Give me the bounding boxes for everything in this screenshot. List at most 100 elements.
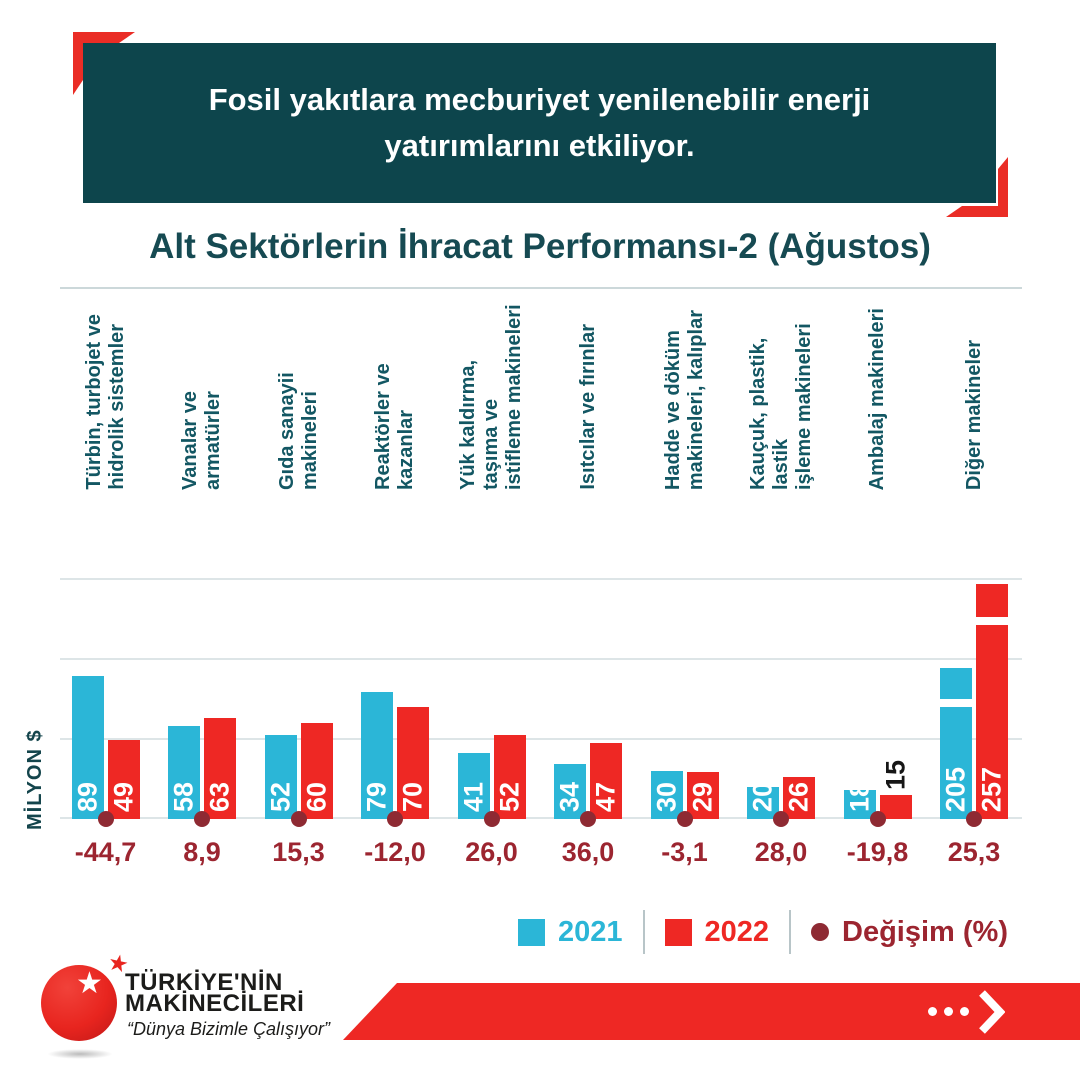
dot-icon <box>960 1007 969 1016</box>
change-value: 8,9 <box>183 837 221 867</box>
legend-label-2022: 2022 <box>704 915 770 948</box>
legend-separator <box>642 910 645 954</box>
bar-2022-3: 60 <box>300 723 333 819</box>
change-value: 25,3 <box>947 837 1001 867</box>
category-label: Diğer makineler <box>962 339 985 490</box>
logo-shadow <box>47 1049 113 1059</box>
bar-value-label: 41 <box>458 781 488 812</box>
legend-separator <box>789 910 792 954</box>
bar-2021-4: 79 <box>361 692 393 819</box>
change-dot <box>483 811 500 827</box>
bar-2021-7: 30 <box>650 771 683 819</box>
gridline-150 <box>60 578 1022 580</box>
change-dot <box>580 811 596 827</box>
bar-2021-6: 34 <box>554 764 586 819</box>
bar-value-label: 49 <box>108 781 138 812</box>
category-label: Türbin, turbojet ve hidrolik sistemler <box>82 314 128 490</box>
legend-label-change: Değişim (%) <box>842 915 1008 948</box>
header-banner-text: Fosil yakıtlara mecburiyet yenilenebilir… <box>208 81 871 164</box>
change-dot <box>869 811 886 827</box>
category-label: Ambalaj makineleri <box>866 307 888 490</box>
gridline-100 <box>60 658 1022 660</box>
bar-value-label: 52 <box>265 781 295 812</box>
chart-title: Alt Sektörlerin İhracat Performansı-2 (A… <box>149 227 931 266</box>
bar-value-label: 26 <box>783 781 814 812</box>
change-value: -19,8 <box>846 837 909 867</box>
brand-name: TÜRKİYE'NİN MAKİNECİLERİ <box>125 971 305 1017</box>
star-icon: ★ <box>76 967 103 1000</box>
bar-2022-4: 70 <box>397 707 429 819</box>
change-dot <box>194 811 210 827</box>
brand-slogan: “Dünya Bizimle Çalışıyor” <box>127 1019 331 1039</box>
bar-value-label: 15 <box>880 759 910 790</box>
category-label: Reaktörler ve kazanlar <box>372 363 417 490</box>
bar-value-label: 29 <box>687 781 717 812</box>
bar-2021-1: 89 <box>71 676 104 819</box>
bar-2022-1: 49 <box>107 740 140 819</box>
gridline-0-baseline <box>60 817 1022 819</box>
brand-logo: ★ ★ TÜRKİYE'NİN MAKİNECİLERİ “Dünya Bizi… <box>40 945 340 1070</box>
change-dot <box>676 811 693 827</box>
change-value: 36,0 <box>561 837 615 867</box>
category-label: Isıtcılar ve fırınlar <box>576 324 599 490</box>
bar-2021-10: 205 <box>939 668 973 819</box>
bar-2022-6: 47 <box>590 743 622 819</box>
change-value: -12,0 <box>364 837 426 867</box>
legend-item-2021: 2021 <box>517 915 623 949</box>
y-axis-label: MİLYON $ <box>24 729 46 830</box>
legend-swatch-change-dot <box>811 923 830 941</box>
footer-banner <box>343 983 1080 1040</box>
bar-value-label: 20 <box>747 781 778 812</box>
plot-area: 89 58 52 79 41 34 30 20 18 205 49 63 60 70 52 47 29 26 15 2… <box>60 578 1022 827</box>
dot-icon <box>928 1007 937 1016</box>
legend-label-2021: 2021 <box>557 915 623 948</box>
bar-value-label: 257 <box>976 766 1007 812</box>
change-dot <box>773 811 789 827</box>
bar-value-label: 205 <box>940 766 971 812</box>
change-value: -44,7 <box>74 837 137 867</box>
change-dot <box>966 811 982 827</box>
change-value: 28,0 <box>754 837 808 867</box>
change-row: -44,7 8,9 15,3 -12,0 26,0 36,0 -3,1 28,0 -19,8 25… <box>0 837 1080 871</box>
category-labels: Türbin, turbojet ve hidrolik sistemler Van… <box>0 293 1080 490</box>
next-button[interactable] <box>928 983 1005 1040</box>
bar-value-label: 18 <box>844 781 874 812</box>
chevron-right-icon <box>979 989 1005 1034</box>
bar-value-label: 52 <box>494 781 524 812</box>
change-value: -3,1 <box>661 837 708 867</box>
category-label: Hadde ve döküm makineleri, kalıplar <box>661 309 707 490</box>
change-value: 26,0 <box>465 837 518 867</box>
header-banner: Fosil yakıtlara mecburiyet yenilenebilir… <box>83 43 996 203</box>
bar-value-label: 58 <box>168 781 199 812</box>
legend-item-change: Değişim (%) <box>811 916 1008 949</box>
bar-2021-5: 41 <box>457 753 490 819</box>
bar-2022-7: 29 <box>686 772 719 819</box>
bar-value-label: 70 <box>397 781 428 812</box>
bar-value-label: 89 <box>72 781 102 812</box>
bar-value-label: 60 <box>301 781 331 812</box>
legend: 2021 2022 Değişim (%) <box>517 907 1008 957</box>
bar-value-label: 30 <box>651 781 681 812</box>
bar-value-label: 47 <box>590 781 621 812</box>
legend-item-2022: 2022 <box>664 915 770 949</box>
category-label: Vanalar ve armatürler <box>179 391 224 490</box>
change-value: 15,3 <box>272 837 325 867</box>
logo-circle <box>41 965 117 1041</box>
gridline-50 <box>60 738 1022 740</box>
bar-2022-5: 52 <box>493 735 526 819</box>
change-dot <box>387 811 403 827</box>
legend-swatch-2022 <box>664 918 692 946</box>
bar-value-label: 79 <box>361 781 392 812</box>
dot-icon <box>944 1007 953 1016</box>
bar-2021-2: 58 <box>168 726 200 819</box>
title-separator <box>60 287 1022 289</box>
bar-2021-3: 52 <box>264 735 297 819</box>
brand-line2: MAKİNECİLERİ <box>125 990 305 1017</box>
bar-2022-10: 257 <box>975 584 1009 819</box>
bar-2022-8: 26 <box>783 777 815 819</box>
bar-value-label: 63 <box>204 781 235 812</box>
legend-swatch-2021 <box>517 918 545 946</box>
change-dot <box>97 811 114 827</box>
category-label-slot: Diğer makineler <box>899 293 1049 490</box>
